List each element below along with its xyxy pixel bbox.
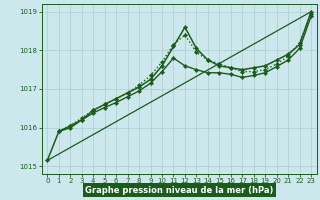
X-axis label: Graphe pression niveau de la mer (hPa): Graphe pression niveau de la mer (hPa) — [85, 186, 273, 195]
